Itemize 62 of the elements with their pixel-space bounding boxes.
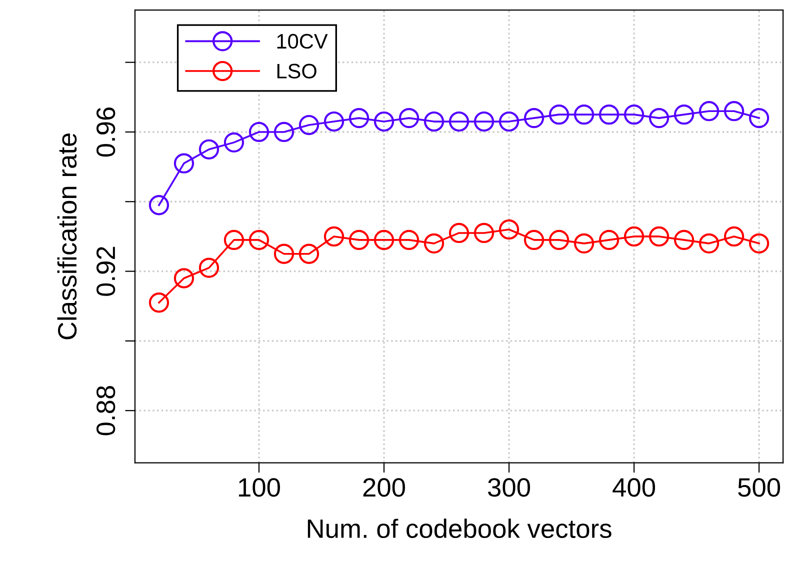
y-tick-label: 0.88 [96, 386, 116, 436]
point [498, 111, 520, 132]
point [448, 111, 470, 132]
point [548, 230, 570, 250]
point [674, 104, 694, 125]
x-axis-title: Num. of codebook vectors [308, 518, 612, 538]
point [224, 132, 244, 153]
point [424, 111, 444, 132]
point [174, 153, 194, 174]
point [198, 139, 220, 160]
x-tick-label: 400 [612, 478, 656, 497]
point [598, 230, 620, 250]
point [624, 226, 644, 247]
point [698, 233, 720, 254]
point [698, 101, 720, 122]
point [524, 108, 544, 128]
y-tick-label: 0.92 [96, 246, 116, 296]
point [474, 222, 494, 244]
point [148, 195, 170, 216]
point [398, 230, 420, 250]
point [648, 226, 670, 247]
point [724, 101, 744, 122]
y-axis-title: Classification rate [57, 133, 77, 340]
point [624, 104, 644, 125]
x-tick-label: 200 [363, 478, 405, 497]
x-tick-label: 300 [488, 478, 530, 497]
point [648, 108, 670, 128]
point [574, 233, 594, 254]
y-tick-label: 0.96 [96, 107, 116, 157]
point [724, 226, 744, 247]
point [498, 219, 520, 240]
point [524, 230, 544, 250]
point [274, 244, 294, 264]
legend-label: LSO [277, 64, 316, 79]
point [674, 230, 694, 250]
point [374, 230, 394, 250]
point [374, 111, 394, 132]
point [748, 233, 770, 254]
x-tick-label: 500 [738, 478, 780, 497]
point [198, 258, 220, 278]
point [348, 108, 370, 128]
point [474, 111, 494, 132]
point [348, 230, 370, 250]
x-tick-label: 100 [238, 478, 280, 497]
point [598, 104, 620, 125]
point [448, 222, 470, 244]
legend-label: 10CV [277, 34, 328, 49]
point [224, 230, 244, 250]
point [248, 122, 270, 142]
point [324, 111, 344, 132]
point [274, 122, 294, 142]
point [398, 108, 420, 128]
point [174, 268, 194, 288]
point [298, 114, 320, 136]
point [148, 292, 170, 313]
point [248, 230, 270, 250]
point [548, 104, 570, 125]
point [748, 108, 770, 128]
point [424, 233, 444, 254]
point [298, 244, 320, 264]
point [574, 104, 594, 125]
point [324, 226, 344, 247]
